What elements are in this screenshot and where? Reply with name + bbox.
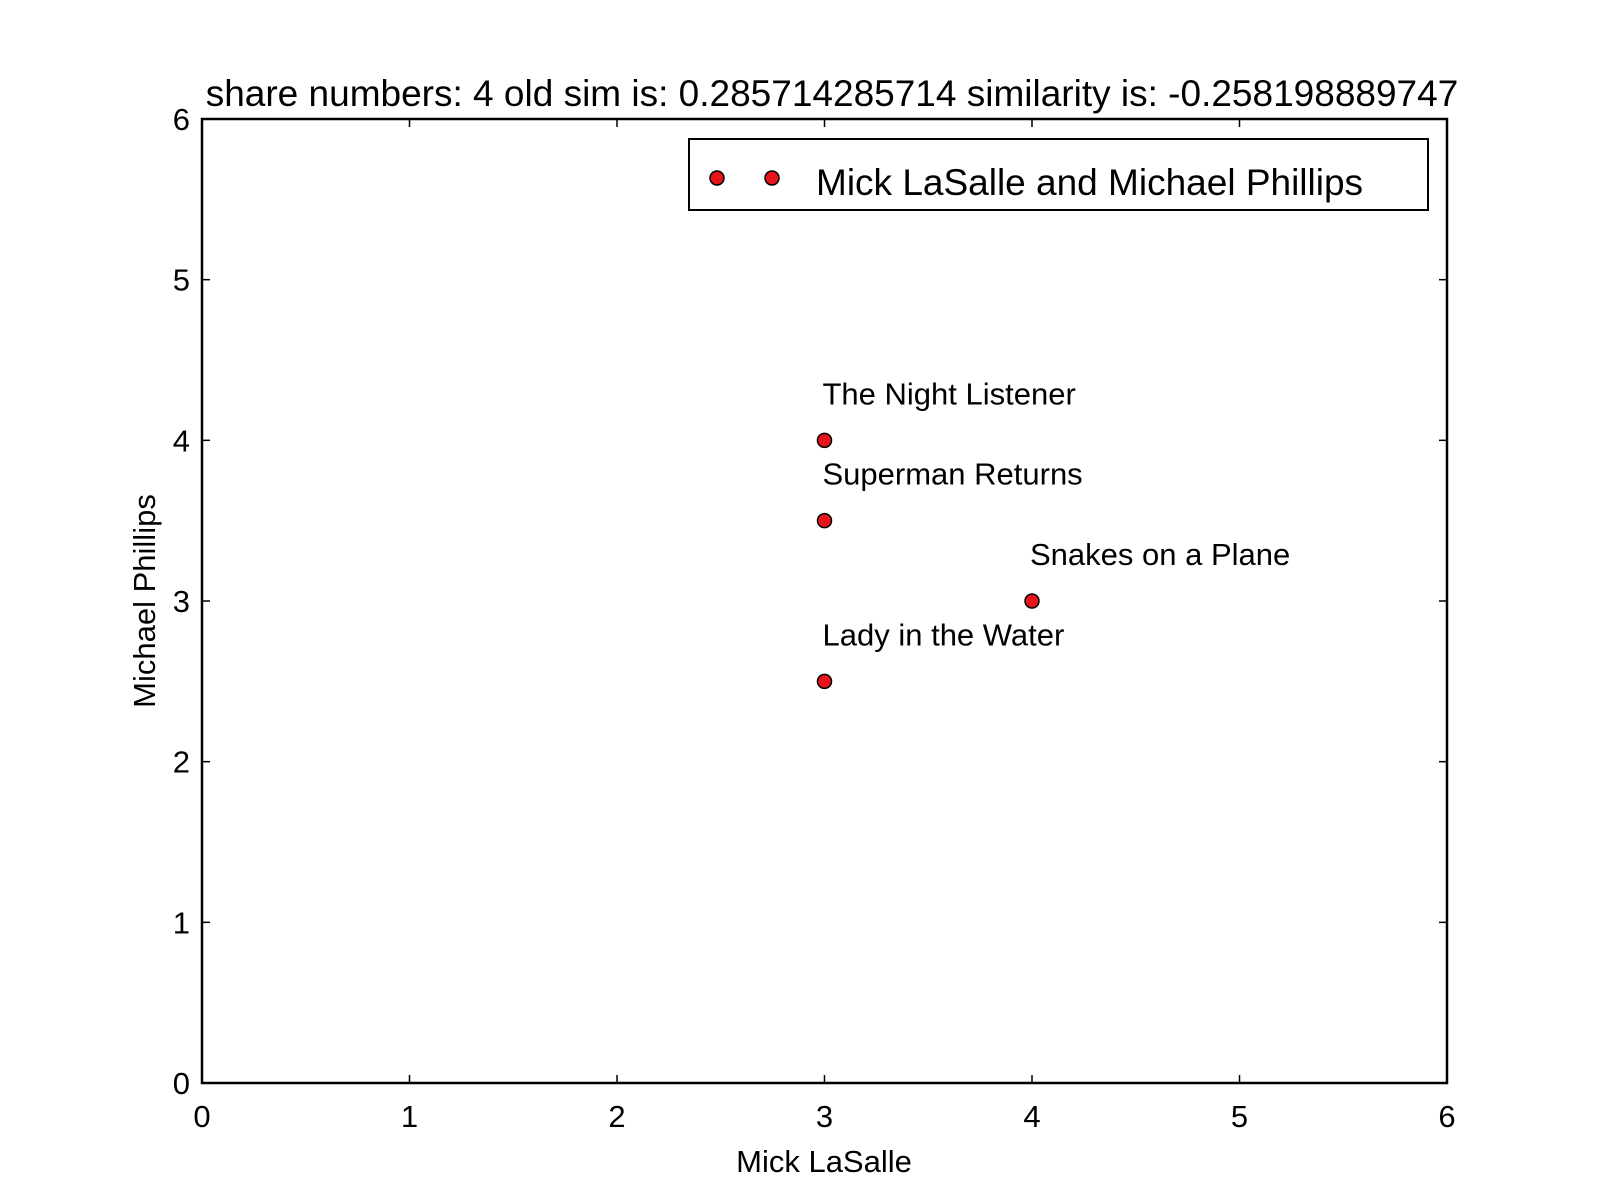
data-point-3 xyxy=(816,673,833,690)
legend-marker-1 xyxy=(764,170,780,186)
data-points xyxy=(816,432,1040,690)
x-tick-labels: 0 1 2 3 4 5 6 xyxy=(193,1099,1455,1134)
y-tick-label-6: 6 xyxy=(173,102,190,137)
y-tick-label-2: 2 xyxy=(173,745,190,780)
x-axis-title: Mick LaSalle xyxy=(736,1144,912,1179)
y-tick-label-0: 0 xyxy=(173,1066,190,1101)
x-tick-label-5: 5 xyxy=(1231,1099,1248,1134)
y-tick-label-3: 3 xyxy=(173,584,190,619)
point-label-1: Superman Returns xyxy=(823,457,1083,492)
x-tick-label-6: 6 xyxy=(1438,1099,1455,1134)
data-point-2 xyxy=(1024,593,1040,609)
y-tick-labels: 0 1 2 3 4 5 6 xyxy=(173,102,190,1101)
point-label-2: Snakes on a Plane xyxy=(1030,537,1290,572)
y-axis-title: Michael Phillips xyxy=(127,494,162,708)
legend-marker-0 xyxy=(709,170,725,186)
axis-ticks xyxy=(201,118,1448,1084)
data-point-0 xyxy=(816,432,833,449)
y-tick-label-4: 4 xyxy=(173,423,190,458)
plot-frame xyxy=(200,117,1449,1085)
legend-markers xyxy=(709,170,780,186)
point-label-0: The Night Listener xyxy=(823,376,1076,411)
x-tick-label-4: 4 xyxy=(1023,1099,1040,1134)
x-tick-label-0: 0 xyxy=(193,1099,210,1134)
data-point-1 xyxy=(816,512,833,529)
legend-entry-label: Mick LaSalle and Michael Phillips xyxy=(816,162,1363,203)
point-labels: The Night Listener Superman Returns Snakes… xyxy=(823,376,1291,652)
legend-box xyxy=(688,138,1429,211)
x-tick-label-2: 2 xyxy=(608,1099,625,1134)
y-tick-label-5: 5 xyxy=(173,263,190,298)
legend: Mick LaSalle and Michael Phillips xyxy=(688,138,1429,211)
x-tick-label-1: 1 xyxy=(401,1099,418,1134)
y-tick-label-1: 1 xyxy=(173,905,190,940)
x-tick-label-3: 3 xyxy=(816,1099,833,1134)
point-label-3: Lady in the Water xyxy=(823,617,1065,652)
chart-title: share numbers: 4 old sim is: 0.285714285… xyxy=(206,73,1459,114)
